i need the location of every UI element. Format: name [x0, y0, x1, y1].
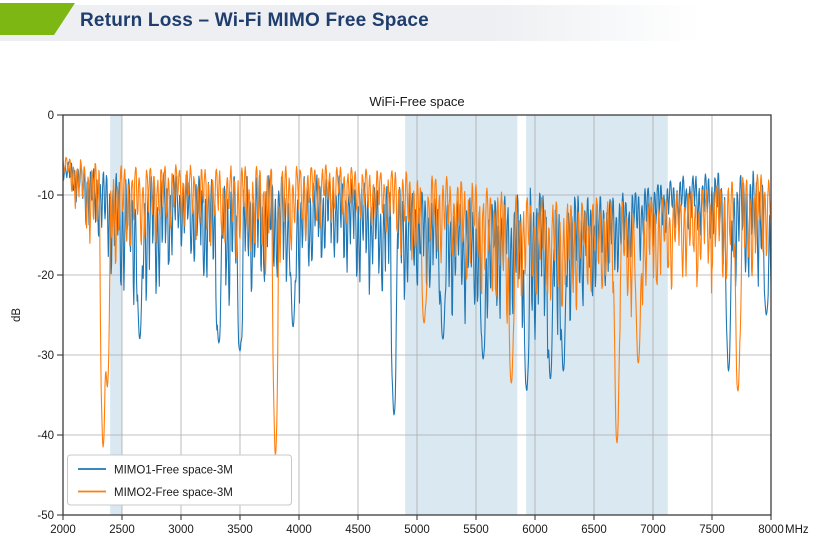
y-axis-label: dB [11, 308, 23, 322]
x-tick-label: 8000 [758, 524, 784, 536]
chart-title: WiFi-Free space [369, 94, 464, 109]
series-trace-2 [62, 156, 772, 456]
page-title: Return Loss – Wi-Fi MIMO Free Space [80, 10, 429, 31]
x-tick-label: 6500 [581, 524, 607, 536]
y-tick-label: -20 [37, 270, 54, 282]
x-tick-label: 2500 [109, 524, 135, 536]
x-tick-label: 2000 [50, 524, 76, 536]
x-tick-label: 4500 [345, 524, 371, 536]
x-tick-label: 6000 [522, 524, 548, 536]
y-tick-label: -50 [37, 510, 54, 522]
y-tick-label: -10 [37, 190, 54, 202]
x-axis-unit-label: MHz [785, 524, 809, 536]
x-tick-label: 4000 [286, 524, 312, 536]
y-tick-label: 0 [48, 110, 54, 122]
x-tick-label: 7500 [699, 524, 725, 536]
x-tick-label: 5500 [463, 524, 489, 536]
x-tick-label: 3000 [168, 524, 194, 536]
chart-legend-box [67, 454, 292, 506]
wifi-band-highlight [110, 115, 122, 515]
y-tick-label: -30 [37, 350, 54, 362]
x-tick-label: 7000 [640, 524, 666, 536]
green-parallelogram [0, 3, 75, 35]
legend-label: MIMO1-Free space-3M [114, 465, 233, 477]
wifi-band-highlight [526, 115, 668, 515]
x-tick-label: 3500 [227, 524, 253, 536]
y-tick-label: -40 [37, 430, 54, 442]
green-accent-shape [0, 3, 75, 35]
slide-header-bar: Return Loss – Wi-Fi MIMO Free Space [0, 3, 700, 41]
legend-label: MIMO2-Free space-3M [114, 487, 233, 499]
x-tick-label: 5000 [404, 524, 430, 536]
